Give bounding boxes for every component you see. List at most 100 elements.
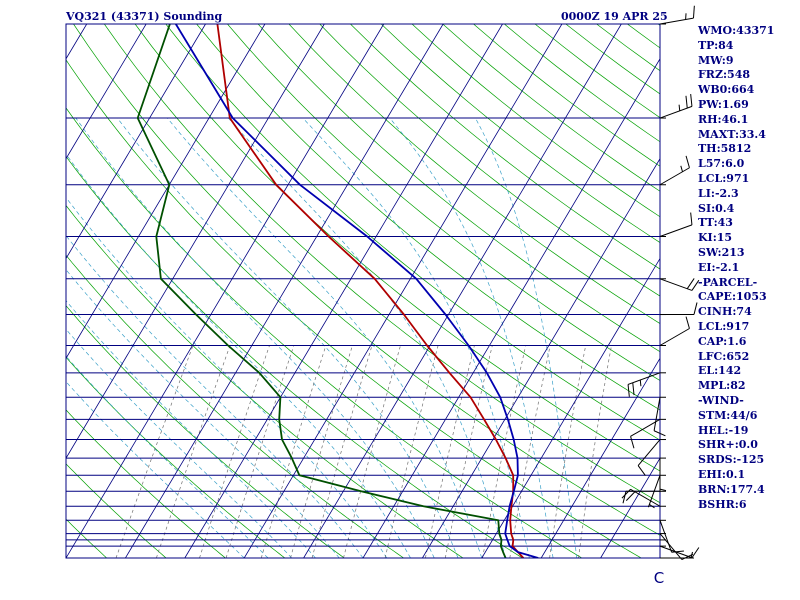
wind-barb — [659, 278, 700, 291]
wind-barb-staff — [659, 167, 690, 186]
temperature-line — [216, 24, 525, 558]
dry-adiabat — [66, 155, 523, 558]
isotherm — [66, 24, 385, 558]
index-item: LI:-2.3 — [698, 186, 739, 200]
moist-adiabat — [66, 328, 292, 558]
mixing-ratio-line — [225, 345, 295, 558]
moist-adiabat — [475, 117, 578, 558]
moist-adiabat — [117, 117, 459, 558]
moist-adiabat — [75, 117, 435, 558]
wind-barb-half — [649, 503, 655, 509]
moist-adiabat — [302, 117, 530, 558]
moist-adiabat — [389, 117, 554, 558]
wind-barb — [653, 397, 666, 437]
wind-barb-flag — [630, 436, 635, 449]
wind-barb — [659, 212, 693, 237]
dry-adiabat — [66, 518, 107, 558]
wind-barb — [647, 475, 661, 509]
index-item: SI:0.4 — [698, 201, 735, 215]
wind-barb — [630, 418, 661, 449]
wind-barb — [659, 5, 695, 25]
isotherm — [481, 257, 660, 558]
dry-adiabat — [0, 24, 47, 558]
index-item: EL:142 — [698, 364, 742, 378]
mixing-ratio-line — [549, 345, 587, 558]
mixing-ratio-line — [425, 345, 475, 558]
index-item: LCL:917 — [698, 319, 750, 333]
isotherm — [422, 157, 660, 558]
wind-barb — [622, 490, 660, 504]
isotherm — [66, 24, 266, 360]
wind-barb-flag — [692, 5, 695, 19]
wind-barb-flag — [637, 465, 646, 476]
isotherm — [125, 24, 444, 558]
wind-barb-flag — [625, 491, 636, 501]
index-item: CINH:74 — [698, 305, 752, 319]
moist-adiabat — [228, 117, 506, 558]
dry-adiabat — [66, 463, 167, 558]
mixing-ratio-line — [578, 345, 612, 558]
index-item: CAPE:1053 — [698, 290, 767, 304]
index-item: CAP:1.6 — [698, 334, 747, 348]
wind-barb — [659, 94, 693, 119]
isotherm — [66, 24, 325, 459]
wind-barb-staff — [659, 533, 683, 560]
dry-adiabat — [66, 59, 642, 558]
index-item: MPL:82 — [698, 379, 746, 393]
plot-frame — [65, 23, 661, 559]
wind-barb-staff — [647, 475, 661, 508]
mixing-ratio-line — [199, 345, 270, 558]
wind-barb-staff — [659, 328, 690, 346]
index-item: TT:43 — [698, 216, 733, 230]
wind-barb-staff — [630, 418, 661, 437]
mixing-ratio-line — [115, 345, 194, 558]
wind-barb-staff — [659, 224, 693, 237]
index-item: STM:44/6 — [698, 408, 758, 422]
wind-barb-half — [659, 488, 667, 492]
wind-barb-staff — [627, 372, 661, 385]
wind-barb-staff — [653, 397, 661, 431]
isotherm — [66, 24, 147, 160]
wind-barb — [659, 155, 690, 186]
index-item: TH:5812 — [698, 142, 752, 156]
mixing-ratio-line — [156, 345, 231, 558]
moist-adiabat — [66, 381, 245, 558]
wind-barb-flag — [691, 547, 700, 559]
moist-adiabat — [167, 117, 483, 558]
index-item: KI:15 — [698, 231, 733, 245]
wind-barb-flag — [693, 302, 698, 315]
mixing-ratio-line — [290, 345, 353, 558]
wind-barb — [660, 302, 698, 316]
wind-barb-flag — [681, 553, 694, 561]
index-item: MW:9 — [698, 53, 734, 67]
wind-barb-flag — [685, 95, 688, 109]
isotherm — [66, 24, 206, 260]
wind-barb-flag — [686, 278, 695, 289]
isotherm — [362, 58, 660, 558]
index-item: MAXT:33.4 — [698, 127, 766, 141]
index-item: WMO:43371 — [698, 24, 775, 37]
mixing-ratio-line — [260, 345, 327, 558]
isotherm — [600, 457, 660, 558]
mixing-ratio-line — [384, 345, 439, 558]
wind-barb-staff — [659, 105, 693, 119]
dry-adiabat — [66, 254, 404, 558]
station-title: VQ321 (43371) Sounding — [66, 10, 223, 23]
moist-adiabat — [66, 235, 364, 558]
index-item: SHR+:0.0 — [698, 438, 758, 452]
index-item: LFC:652 — [698, 349, 750, 363]
wind-barb-staff — [659, 520, 673, 553]
index-item: EI:-2.1 — [698, 260, 740, 274]
wind-barb-half — [680, 165, 683, 172]
moist-adiabat — [66, 355, 269, 558]
moist-adiabat — [66, 269, 340, 558]
parcel-line — [175, 24, 539, 558]
wind-barb-flag — [632, 382, 635, 396]
wind-barb-flag — [653, 430, 666, 437]
wind-barb-flag — [671, 550, 684, 553]
wind-barb — [627, 372, 661, 397]
wind-barb-staff — [630, 488, 661, 507]
wind-barb-half — [678, 104, 681, 111]
isotherm — [184, 24, 503, 558]
wind-barb-staff — [637, 439, 661, 466]
